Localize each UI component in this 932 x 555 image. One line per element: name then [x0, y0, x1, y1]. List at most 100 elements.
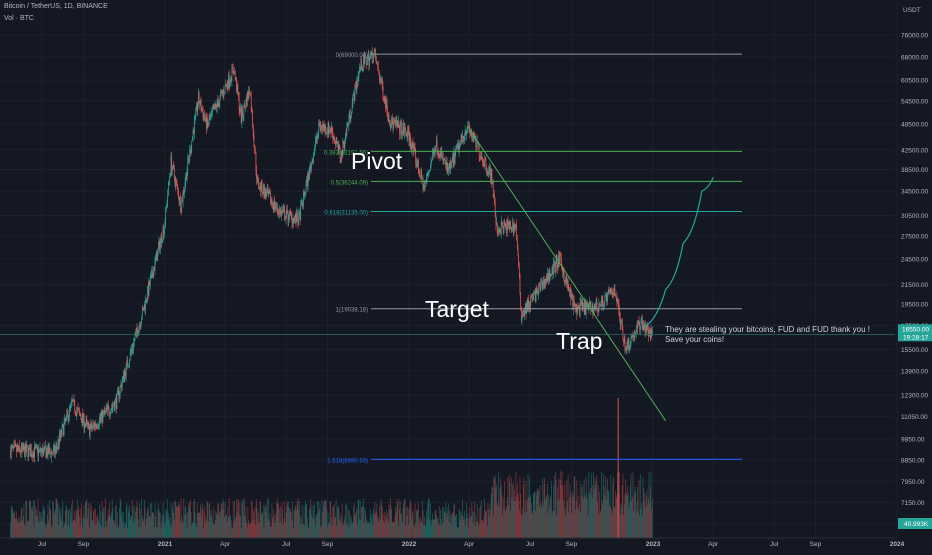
- volume-bar: [492, 487, 493, 538]
- volume-bar: [387, 512, 389, 538]
- volume-bar: [646, 489, 648, 538]
- candle-body: [194, 114, 196, 119]
- candle-body: [385, 97, 386, 109]
- volume-bar: [125, 506, 127, 538]
- volume-bar: [506, 497, 508, 538]
- volume-bar: [480, 505, 481, 538]
- candle-body: [227, 85, 229, 89]
- volume-bar: [228, 517, 229, 538]
- volume-bar: [264, 503, 266, 538]
- candle-body: [73, 399, 75, 401]
- candle-body: [562, 269, 564, 277]
- volume-bar: [91, 520, 93, 538]
- candle-body: [31, 454, 33, 456]
- candle-body: [589, 301, 591, 303]
- candle-body: [462, 135, 463, 139]
- candle-body: [452, 156, 453, 162]
- volume-bar: [345, 525, 347, 538]
- candle-body: [318, 122, 320, 133]
- volume-indicator-label[interactable]: Vol · BTC: [4, 15, 34, 22]
- volume-bar: [285, 512, 287, 538]
- candle-body: [300, 204, 302, 221]
- candle-body: [98, 425, 100, 427]
- candle-body: [293, 217, 295, 224]
- candle-body: [114, 400, 116, 411]
- volume-bar: [257, 523, 259, 538]
- volume-bar: [251, 521, 253, 538]
- volume-bar: [488, 509, 489, 538]
- volume-bar: [74, 511, 76, 538]
- volume-bar: [429, 502, 431, 538]
- candle-body: [294, 217, 296, 219]
- candle-body: [141, 318, 142, 324]
- candle-body: [65, 417, 66, 421]
- volume-bar: [510, 477, 512, 538]
- candle-body: [643, 324, 644, 330]
- candle-body: [153, 268, 154, 279]
- volume-bar: [446, 517, 447, 538]
- volume-bar: [108, 515, 110, 538]
- candle-body: [538, 285, 540, 295]
- volume-bar: [235, 515, 237, 538]
- candle-body: [391, 116, 393, 123]
- candle-body: [71, 400, 73, 401]
- candle-body: [470, 132, 471, 134]
- candle-body: [512, 222, 513, 228]
- candle-body: [529, 304, 531, 307]
- candle-body: [262, 193, 263, 195]
- candle-body: [201, 109, 203, 111]
- candle-body: [631, 336, 633, 337]
- volume-bar: [500, 477, 501, 538]
- volume-bar: [33, 526, 35, 538]
- candle-body: [534, 291, 536, 302]
- volume-bar: [415, 510, 417, 538]
- volume-bar: [134, 519, 136, 538]
- candle-body: [457, 143, 459, 149]
- candle-body: [539, 285, 540, 287]
- drawn-lines: [0, 125, 895, 422]
- candle-body: [430, 166, 431, 170]
- candle-body: [351, 102, 353, 113]
- volume-bar: [497, 502, 499, 538]
- candle-body: [141, 308, 143, 319]
- candle-body: [595, 306, 596, 310]
- grid: [0, 0, 898, 538]
- candle-body: [567, 280, 569, 289]
- candle-body: [353, 93, 354, 96]
- candle-body: [420, 170, 422, 176]
- volume-bar: [141, 498, 143, 538]
- volume-bar: [190, 499, 191, 538]
- volume-bar: [171, 524, 173, 538]
- candle-body: [425, 182, 427, 184]
- candle-body: [64, 417, 66, 424]
- volume-bar: [11, 508, 13, 538]
- candle-body: [617, 299, 619, 304]
- candle-body: [87, 423, 89, 425]
- volume-bar: [227, 506, 229, 538]
- volume-bar: [169, 526, 171, 538]
- volume-bar: [502, 497, 504, 538]
- y-tick-label: 7950.00: [901, 479, 925, 486]
- volume-bar: [188, 506, 190, 538]
- symbol-title[interactable]: Bitcoin / TetherUS, 1D, BINANCE: [4, 3, 108, 10]
- volume-bar: [398, 498, 400, 538]
- volume-bar: [604, 495, 606, 538]
- candle-body: [284, 219, 286, 220]
- candle-body: [470, 132, 472, 134]
- volume-bar: [448, 521, 450, 538]
- candle-body: [143, 304, 145, 311]
- volume-bar: [67, 524, 68, 538]
- candle-body: [510, 221, 511, 227]
- volume-bar: [302, 524, 304, 538]
- candle-body: [325, 124, 326, 133]
- candle-body: [347, 123, 348, 128]
- volume-bar: [455, 515, 457, 538]
- volume-bar: [548, 494, 550, 538]
- volume-bar: [491, 486, 493, 538]
- candle-body: [320, 124, 322, 130]
- candle-body: [257, 178, 259, 180]
- volume-bar: [382, 514, 384, 538]
- volume-bar: [464, 525, 466, 538]
- volume-bar: [390, 505, 392, 538]
- volume-bar: [450, 515, 451, 538]
